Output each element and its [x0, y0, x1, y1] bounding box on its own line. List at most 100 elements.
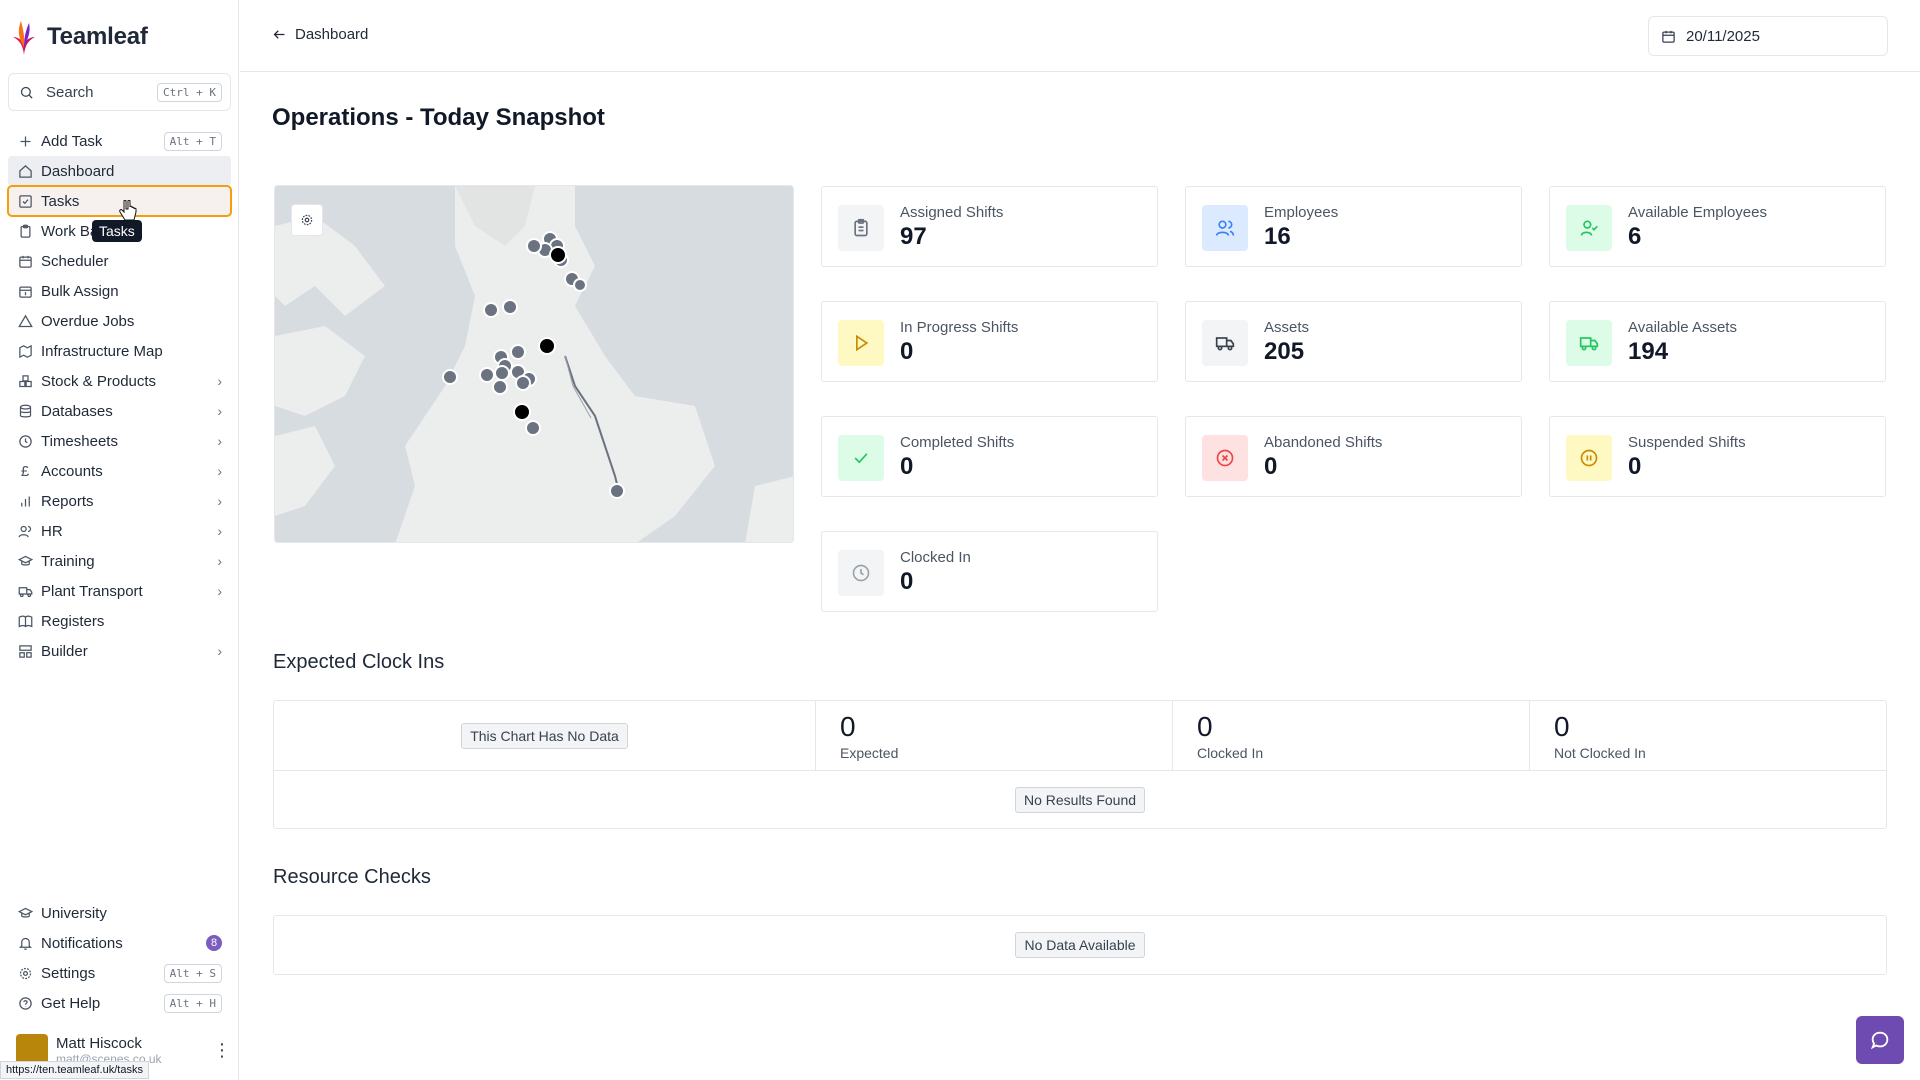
avatar [16, 1034, 48, 1066]
map-marker-cluster[interactable] [442, 231, 625, 499]
no-results-row: No Results Found [274, 771, 1886, 829]
more-vertical-icon[interactable]: ⋮ [213, 1039, 231, 1060]
stat-card-available-employees[interactable]: Available Employees 6 [1549, 186, 1886, 267]
sidebar-item-label: Settings [41, 964, 96, 982]
map-settings-button[interactable] [291, 204, 323, 236]
stat-label: Assigned Shifts [900, 204, 1004, 221]
sidebar-item-plant-transport[interactable]: Plant Transport › [8, 576, 231, 606]
sidebar-nav: Add Task Alt + T Dashboard Tasks Work Ba… [7, 126, 232, 666]
expected-clock-ins-title: Expected Clock Ins [273, 651, 445, 673]
sidebar-item-label: Registers [41, 612, 105, 630]
sidebar-item-label: Add Task [41, 132, 103, 150]
stat-card-abandoned-shifts[interactable]: Abandoned Shifts 0 [1185, 416, 1522, 497]
book-icon [17, 613, 33, 629]
stat-card-assigned-shifts[interactable]: Assigned Shifts 97 [821, 186, 1158, 267]
sidebar-item-label: Tasks [41, 192, 80, 210]
back-to-dashboard-link[interactable]: Dashboard [272, 26, 368, 43]
sidebar-item-reports[interactable]: Reports › [8, 486, 231, 516]
play-icon [838, 320, 884, 366]
sidebar-item-infrastructure-map[interactable]: Infrastructure Map [8, 336, 231, 366]
check-icon [838, 435, 884, 481]
stat-card-employees[interactable]: Employees 16 [1185, 186, 1522, 267]
sidebar-item-settings[interactable]: Settings Alt + S [8, 958, 231, 988]
chevron-right-icon: › [217, 433, 222, 449]
bell-icon [17, 935, 33, 951]
plus-icon [17, 133, 33, 149]
sidebar-item-overdue-jobs[interactable]: Overdue Jobs [8, 306, 231, 336]
chevron-right-icon: › [217, 403, 222, 419]
stat-card-assets[interactable]: Assets 205 [1185, 301, 1522, 382]
search-shortcut: Ctrl + K [157, 82, 222, 102]
sidebar: Teamleaf Search Ctrl + K Add Task Alt + … [0, 0, 239, 1080]
stat-card-in-progress-shifts[interactable]: In Progress Shifts 0 [821, 301, 1158, 382]
sidebar-item-stock-products[interactable]: Stock & Products › [8, 366, 231, 396]
stat-card-available-assets[interactable]: Available Assets 194 [1549, 301, 1886, 382]
truck-icon [1202, 320, 1248, 366]
sidebar-item-get-help[interactable]: Get Help Alt + H [8, 988, 231, 1018]
sidebar-item-scheduler[interactable]: Scheduler [8, 246, 231, 276]
chat-button[interactable] [1856, 1016, 1904, 1064]
brand[interactable]: Teamleaf [9, 16, 148, 58]
metric-clocked-in: 0 Clocked In [1173, 701, 1530, 771]
sidebar-item-add-task[interactable]: Add Task Alt + T [8, 126, 231, 156]
sidebar-item-builder[interactable]: Builder › [8, 636, 231, 666]
metric-expected: 0 Expected [816, 701, 1173, 771]
sidebar-item-hr[interactable]: HR › [8, 516, 231, 546]
sidebar-item-accounts[interactable]: £ Accounts › [8, 456, 231, 486]
sidebar-item-label: Accounts [41, 462, 103, 480]
stat-value: 0 [900, 568, 914, 595]
sidebar-item-registers[interactable]: Registers [8, 606, 231, 636]
stat-label: Available Assets [1628, 319, 1737, 336]
sidebar-item-work-bank[interactable]: Work Ba [8, 216, 231, 246]
sidebar-item-university[interactable]: University [8, 898, 231, 928]
top-bar: Dashboard 20/11/2025 [240, 0, 1920, 72]
clock-icon [17, 433, 33, 449]
sidebar-item-training[interactable]: Training › [8, 546, 231, 576]
stat-value: 97 [900, 223, 927, 250]
stat-card-clocked-in[interactable]: Clocked In 0 [821, 531, 1158, 612]
x-circle-icon [1202, 435, 1248, 481]
sidebar-item-dashboard[interactable]: Dashboard [8, 156, 231, 186]
help-icon [17, 995, 33, 1011]
stat-label: Assets [1264, 319, 1310, 336]
sidebar-item-bulk-assign[interactable]: Bulk Assign [8, 276, 231, 306]
sidebar-item-databases[interactable]: Databases › [8, 396, 231, 426]
stat-label: Employees [1264, 204, 1339, 221]
sidebar-item-notifications[interactable]: Notifications 8 [8, 928, 231, 958]
sidebar-item-timesheets[interactable]: Timesheets › [8, 426, 231, 456]
stat-label: Suspended Shifts [1628, 434, 1746, 451]
sidebar-item-label: Get Help [41, 994, 101, 1012]
sidebar-item-label: Training [41, 552, 95, 570]
metric-value: 0 [1554, 711, 1570, 742]
add-task-shortcut: Alt + T [163, 131, 222, 151]
sidebar-item-label: Databases [41, 402, 113, 420]
metric-label: Not Clocked In [1554, 745, 1646, 761]
app-name: Teamleaf [47, 23, 148, 50]
calendar-icon [17, 253, 33, 269]
status-bar-url: https://ten.teamleaf.uk/tasks [0, 1061, 149, 1079]
gear-icon [17, 965, 33, 981]
metric-not-clocked-in: 0 Not Clocked In [1530, 701, 1887, 771]
sidebar-item-label: Bulk Assign [41, 282, 119, 300]
sidebar-item-label: Plant Transport [41, 582, 143, 600]
stat-card-suspended-shifts[interactable]: Suspended Shifts 0 [1549, 416, 1886, 497]
user-check-icon [1566, 205, 1612, 251]
stat-card-completed-shifts[interactable]: Completed Shifts 0 [821, 416, 1158, 497]
chevron-right-icon: › [217, 583, 222, 599]
sidebar-item-label: Infrastructure Map [41, 342, 163, 360]
date-picker[interactable]: 20/11/2025 [1648, 16, 1888, 56]
sidebar-item-label: Stock & Products [41, 372, 157, 390]
search-input[interactable]: Search Ctrl + K [8, 73, 231, 111]
teamleaf-logo-icon [13, 21, 35, 55]
gear-icon [301, 214, 313, 226]
shift-location-map[interactable] [274, 185, 794, 543]
clock-chart: This Chart Has No Data [274, 701, 816, 771]
search-icon [20, 86, 33, 99]
back-label: Dashboard [295, 26, 369, 43]
metric-value: 0 [840, 711, 856, 742]
map-canvas [275, 186, 793, 542]
clipboard-icon [838, 205, 884, 251]
arrow-left-icon [273, 30, 285, 39]
map-marker-active[interactable] [513, 246, 567, 421]
stat-value: 16 [1264, 223, 1291, 250]
